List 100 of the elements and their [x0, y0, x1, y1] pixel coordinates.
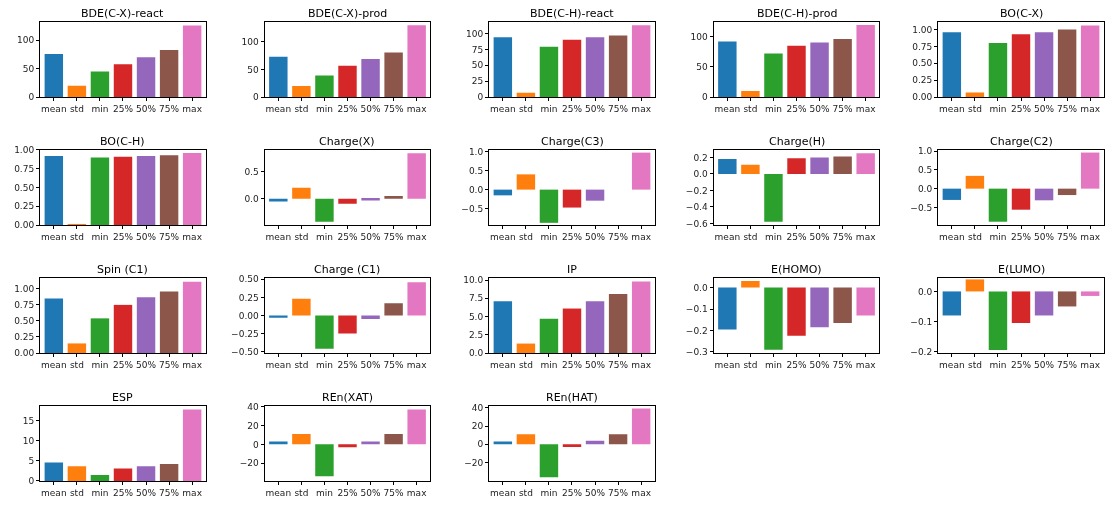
bar: [338, 444, 357, 448]
x-tick-label: 50%: [1034, 231, 1055, 242]
bar: [965, 175, 985, 189]
x-tick-label: mean: [490, 103, 516, 114]
y-tick-label: −0.5: [910, 202, 933, 213]
x-tick-label: 25%: [786, 103, 807, 114]
x-tick-label: 75%: [832, 103, 854, 114]
x-tick-label: 75%: [832, 231, 854, 242]
x-tick-label: 75%: [608, 103, 629, 114]
y-tick-label: 0: [252, 92, 259, 103]
x-tick-label: 50%: [1034, 103, 1055, 114]
y-tick-label: −0.25: [231, 328, 259, 339]
bar: [292, 298, 311, 316]
x-tick-label: 25%: [561, 487, 583, 498]
y-tick-label: 0.00: [14, 348, 35, 359]
chart-title: ESP: [112, 391, 133, 404]
y-tick-label: 75: [471, 44, 484, 55]
bar: [113, 156, 133, 226]
x-tick-label: max: [182, 487, 203, 498]
bar: [269, 315, 288, 318]
chart-title: BDE(C-X)-prod: [308, 7, 388, 20]
x-tick-label: 25%: [561, 231, 583, 242]
bar: [608, 35, 628, 98]
x-tick-label: 50%: [360, 359, 381, 370]
x-tick-label: mean: [939, 231, 965, 242]
x-tick-label: min: [91, 487, 109, 498]
bar: [585, 37, 605, 98]
y-tick-label: 1.0: [468, 146, 484, 157]
bar: [1034, 188, 1054, 201]
bar: [407, 409, 426, 445]
bar: [67, 466, 87, 481]
x-tick-label: 25%: [337, 359, 358, 370]
y-tick-label: 0: [477, 439, 484, 450]
y-tick-label: 0.25: [14, 332, 35, 343]
x-tick-label: max: [631, 103, 652, 114]
x-tick-label: 50%: [360, 231, 381, 242]
x-tick-label: 25%: [112, 231, 134, 242]
x-tick-label: 75%: [608, 231, 629, 242]
chart-title: BDE(C-X)-react: [81, 7, 164, 20]
x-tick-label: std: [967, 231, 982, 242]
chart-title: BO(C-H): [100, 135, 145, 148]
bar: [1034, 32, 1054, 98]
bar: [90, 318, 110, 354]
bar: [1057, 188, 1077, 196]
bar: [718, 41, 737, 98]
y-tick-label: 0.0: [468, 184, 484, 195]
bar: [315, 315, 334, 349]
x-tick-label: 75%: [832, 359, 854, 370]
y-tick-label: −0.1: [910, 316, 933, 327]
x-tick-label: 50%: [809, 103, 831, 114]
x-tick-label: 25%: [786, 359, 807, 370]
y-tick-label: −20: [464, 457, 484, 468]
x-tick-label: max: [406, 103, 428, 114]
y-tick-label: 0.0: [693, 282, 708, 293]
x-tick-label: std: [518, 487, 533, 498]
x-tick-label: 25%: [337, 487, 358, 498]
y-tick-label: 40: [247, 401, 259, 412]
bar: [833, 156, 852, 174]
bar: [718, 159, 737, 174]
bar: [159, 464, 179, 481]
x-tick-label: 25%: [1011, 359, 1032, 370]
y-tick-label: 50: [247, 64, 259, 75]
bar: [159, 49, 179, 98]
x-tick-label: max: [406, 359, 428, 370]
bar: [965, 92, 985, 98]
y-tick-label: 50: [471, 60, 484, 71]
x-tick-label: 75%: [1057, 231, 1078, 242]
bar: [631, 281, 651, 354]
y-tick-label: 0: [28, 92, 35, 103]
x-tick-label: mean: [265, 103, 292, 114]
x-tick-label: 50%: [809, 231, 831, 242]
x-tick-label: max: [182, 359, 203, 370]
y-tick-label: 0.50: [912, 58, 933, 69]
x-tick-label: std: [69, 103, 84, 114]
y-tick-label: 0.5: [917, 165, 933, 176]
chart-title: Charge(C3): [541, 135, 604, 148]
chart-title: E(HOMO): [771, 263, 822, 276]
bar: [113, 468, 133, 481]
y-tick-label: 0.0: [917, 183, 933, 194]
y-tick-label: 0: [252, 439, 259, 450]
y-tick-label: 100: [17, 35, 35, 46]
y-tick-label: 1.00: [14, 145, 35, 156]
y-tick-label: 100: [466, 28, 484, 39]
y-tick-label: −0.6: [685, 218, 708, 229]
bar: [856, 153, 875, 174]
x-tick-label: mean: [490, 231, 516, 242]
bar: [539, 444, 559, 478]
x-tick-label: min: [764, 103, 782, 114]
x-tick-label: std: [518, 359, 533, 370]
x-tick-label: max: [631, 487, 652, 498]
x-tick-label: std: [294, 359, 309, 370]
x-tick-label: std: [69, 359, 84, 370]
x-tick-label: min: [764, 359, 782, 370]
y-tick-label: 0.75: [14, 300, 35, 311]
bar: [136, 297, 156, 354]
x-tick-label: min: [540, 487, 558, 498]
x-tick-label: 25%: [112, 103, 134, 114]
x-tick-label: min: [91, 103, 109, 114]
bar: [44, 155, 64, 226]
y-tick-label: 0.75: [912, 41, 933, 52]
